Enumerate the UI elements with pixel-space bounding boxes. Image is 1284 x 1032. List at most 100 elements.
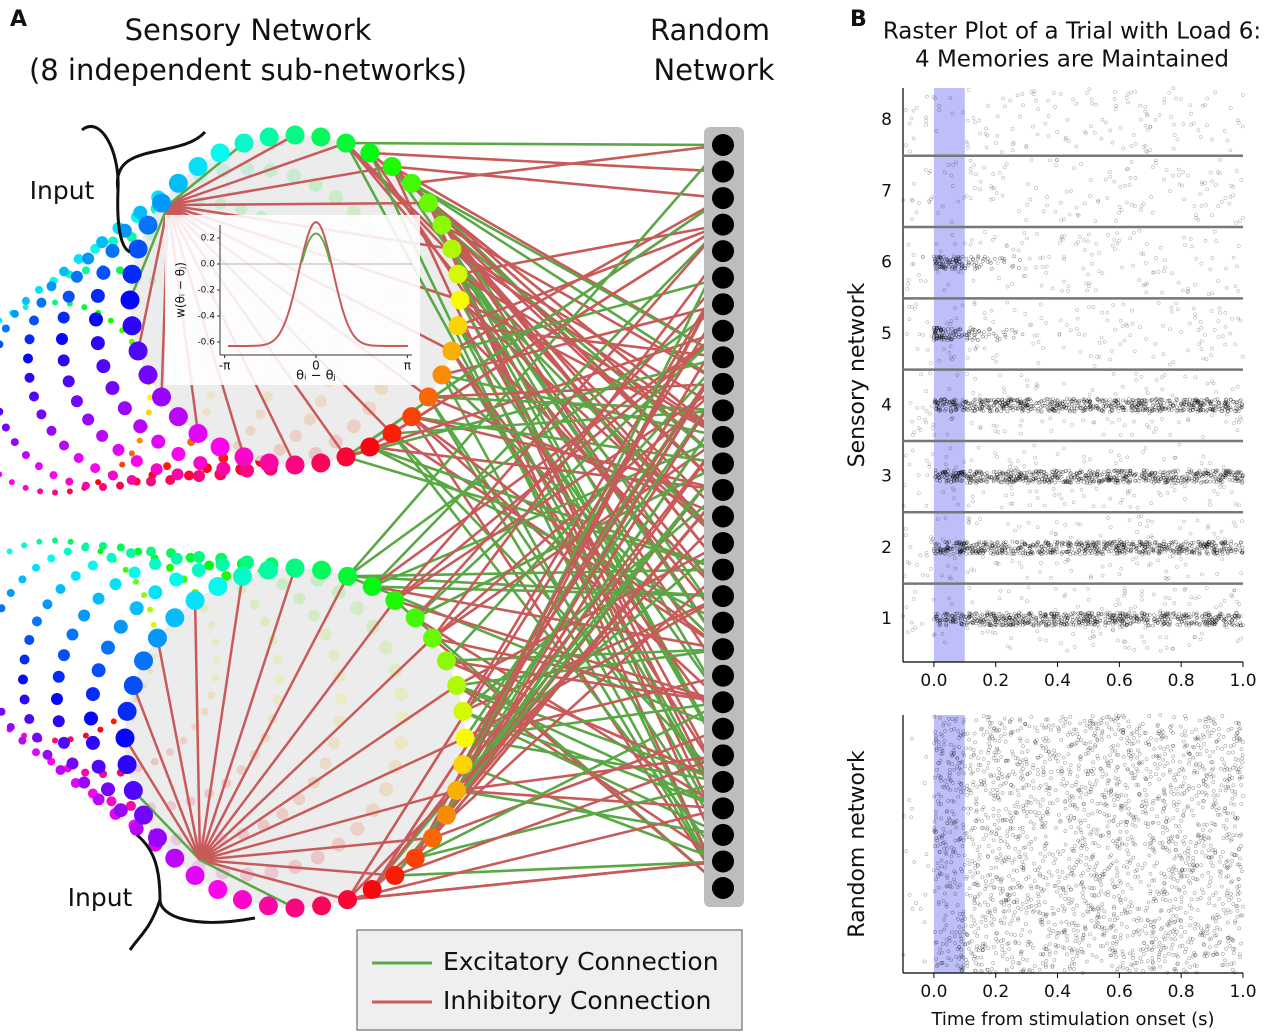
legend-label: Excitatory Connection <box>443 947 719 976</box>
spike <box>1066 558 1069 561</box>
spike <box>1027 521 1030 524</box>
spike <box>1139 880 1142 883</box>
neuron <box>23 304 29 310</box>
spike <box>1204 480 1207 483</box>
neuron <box>151 463 163 475</box>
spike <box>911 420 914 423</box>
spike <box>1151 520 1154 523</box>
spike <box>991 238 994 241</box>
spike <box>1005 931 1008 934</box>
spike <box>971 601 974 604</box>
neuron <box>363 577 382 596</box>
spike <box>1217 319 1220 322</box>
spike <box>1200 181 1203 184</box>
spike <box>1025 237 1028 240</box>
neuron <box>129 566 141 578</box>
spike <box>1037 407 1040 410</box>
spike <box>1232 194 1235 197</box>
spike <box>1048 255 1051 258</box>
spike <box>1176 308 1179 311</box>
spike <box>1236 640 1239 643</box>
spike <box>1155 402 1158 405</box>
neuron <box>184 470 194 480</box>
spike <box>1174 302 1177 305</box>
spike <box>1073 588 1076 591</box>
spike <box>1099 534 1102 537</box>
random-neuron <box>712 267 734 289</box>
spike <box>1134 176 1137 179</box>
spike <box>1180 896 1183 899</box>
spike <box>1039 303 1042 306</box>
spike <box>1002 97 1005 100</box>
spike <box>966 356 969 359</box>
spike <box>1146 392 1149 395</box>
spike <box>1211 257 1214 260</box>
neuron <box>402 407 421 426</box>
spike <box>1058 241 1061 244</box>
spike <box>1223 129 1226 132</box>
spike <box>969 243 972 246</box>
spike <box>1228 202 1231 205</box>
neuron <box>105 244 119 258</box>
x-tick-label: 0.2 <box>982 671 1009 691</box>
spike <box>907 278 910 281</box>
spike <box>1141 590 1144 593</box>
spike <box>1237 317 1240 320</box>
spike <box>1154 342 1157 345</box>
neuron <box>32 564 40 572</box>
spike <box>1114 108 1117 111</box>
spike <box>1173 123 1176 126</box>
spike <box>1016 94 1019 97</box>
spike <box>1240 572 1243 575</box>
spike <box>1210 214 1213 217</box>
spike <box>1140 594 1143 597</box>
spike <box>1184 540 1187 543</box>
spike <box>1034 462 1037 465</box>
neuron <box>64 548 72 556</box>
neuron <box>106 796 116 806</box>
spike <box>1034 99 1037 102</box>
spike <box>1184 375 1187 378</box>
spike <box>1021 92 1024 95</box>
spike <box>1209 503 1212 506</box>
spike <box>1168 91 1171 94</box>
spike <box>1142 202 1145 205</box>
spike <box>1085 282 1088 285</box>
spike <box>1134 372 1137 375</box>
neuron <box>138 365 157 384</box>
neuron <box>311 128 330 147</box>
spike <box>1229 106 1232 109</box>
spike <box>1033 334 1036 337</box>
spike <box>904 527 907 530</box>
neuron <box>81 304 87 310</box>
spike <box>1158 763 1161 766</box>
spike <box>1177 168 1180 171</box>
spike <box>1083 333 1086 336</box>
spike <box>1070 190 1073 193</box>
spike <box>1150 195 1153 198</box>
spike <box>1092 505 1095 508</box>
spike <box>987 104 990 107</box>
spike <box>1190 479 1193 482</box>
spike <box>982 257 985 260</box>
spike <box>1023 450 1026 453</box>
spike <box>1085 91 1088 94</box>
spike <box>1145 337 1148 340</box>
spike <box>1200 348 1203 351</box>
spike <box>1154 161 1157 164</box>
spike <box>1059 319 1062 322</box>
neuron <box>36 539 42 545</box>
spike <box>1152 624 1155 627</box>
spike <box>1163 98 1166 101</box>
spike <box>1028 257 1031 260</box>
spike <box>1020 419 1023 422</box>
spike <box>1194 316 1197 319</box>
spike <box>1129 237 1132 240</box>
spike <box>1090 253 1093 256</box>
spike <box>1210 347 1213 350</box>
neuron <box>360 438 379 457</box>
spike <box>1011 560 1014 563</box>
spike <box>1001 944 1004 947</box>
spike <box>1130 203 1133 206</box>
spike <box>1088 458 1091 461</box>
